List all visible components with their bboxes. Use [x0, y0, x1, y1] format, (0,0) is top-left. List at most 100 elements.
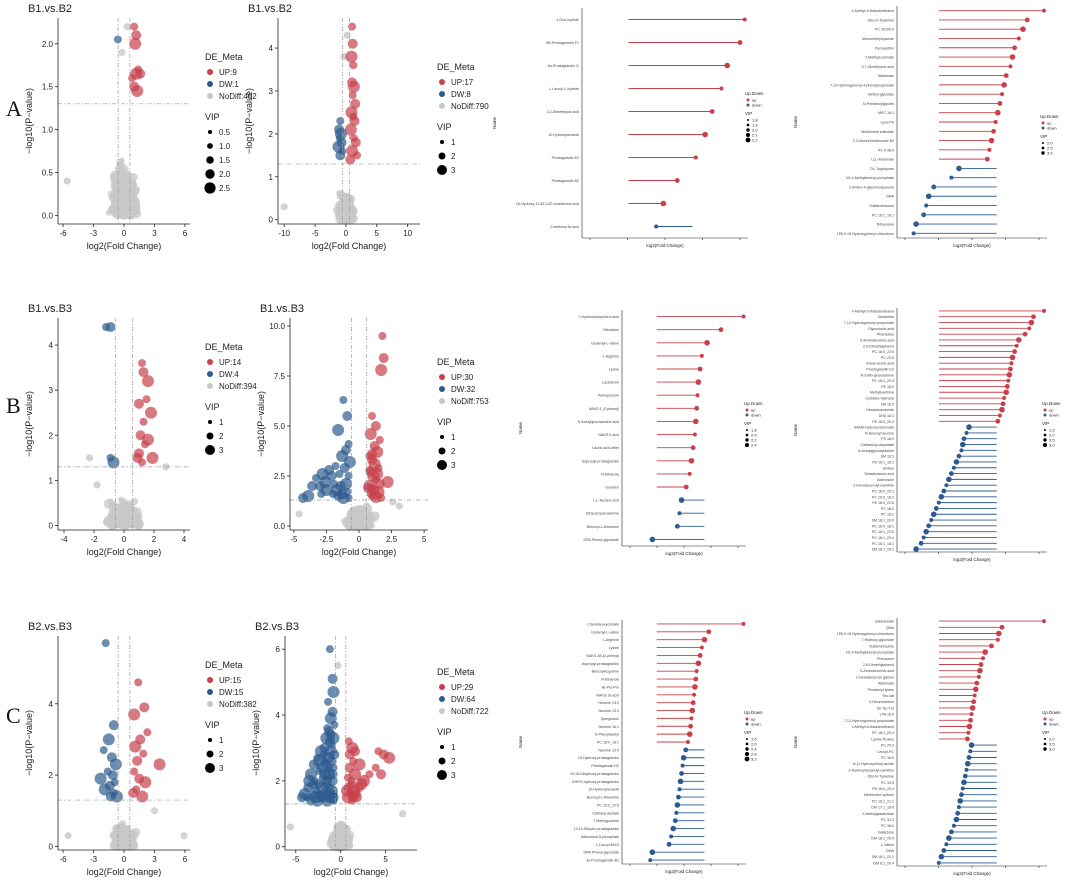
lollipop-item-name: Spergularin: [601, 717, 619, 721]
point-nodiff: [343, 31, 351, 39]
lollipop-x-label: log2(Fold Change): [953, 871, 991, 876]
lollipop-item-name: Pentanoyl-lysine: [868, 688, 894, 692]
lollipop-item-name: 2,3-Dinorthromboxane B2: [853, 139, 894, 143]
lollipop-dot: [672, 818, 678, 824]
y-tick-label: 3: [269, 87, 274, 96]
legend-entry: NoDiff:753: [451, 397, 489, 406]
lollipop-vip-size: [1041, 151, 1045, 155]
lollipop-vip-size: [745, 433, 749, 437]
point-nodiff: [389, 498, 397, 506]
lollipop-item-name: Glycocholic acid: [868, 327, 894, 331]
lollipop-legend-swatch: [1043, 408, 1047, 412]
lollipop-item-name: Carbaryl-acetate: [592, 811, 619, 815]
lollipop-vip-value: 2.4: [751, 747, 757, 752]
point-down: [98, 783, 111, 796]
lollipop-item-name: DL-Tryptophan: [870, 167, 894, 171]
lollipop-item-name: 7-Methyguanine: [593, 819, 619, 823]
volcano-plot-A2: B1.vs.B2 -10 -5 0 5 10 0 1 2 3 4 log2(Fold Change) −…: [244, 3, 489, 251]
lollipop-item-name: Galactonate: [875, 620, 894, 624]
point-up: [344, 123, 357, 136]
lollipop-item-name: PC 18:1_22:6: [872, 530, 894, 534]
volcano-plot-A1: B1.vs.B2 -6 -3 0 3 6 0.0 0.5 1.0 1.5 2.0 log2(Fold …: [24, 3, 257, 251]
lollipop-item-name: LPA 16:0: [880, 713, 894, 717]
lollipop-item-name: Galactose: [878, 830, 894, 834]
lollipop-legend-title: Up.Down: [1042, 710, 1061, 715]
lollipop-dot: [695, 660, 702, 667]
lollipop-dot: [993, 120, 998, 124]
lollipop-item-name: PC 16:1_18:1: [872, 542, 894, 546]
vip-legend-value: 2.5: [219, 184, 231, 193]
point-up: [348, 22, 357, 31]
lollipop-vip-size: [1041, 146, 1045, 150]
lollipop-dot: [719, 86, 724, 91]
lollipop-dot: [692, 684, 698, 690]
point-nodiff: [126, 200, 133, 207]
lollipop-dot: [680, 754, 687, 761]
lollipop-dot: [669, 834, 674, 839]
lollipop-item-name: PC 20:3: [881, 744, 894, 748]
lollipop-dot: [1008, 64, 1013, 69]
point-up: [146, 451, 159, 464]
lollipop-item-name: N-Pentanoylglycine: [863, 102, 894, 106]
lollipop-dot: [976, 674, 981, 679]
lollipop-item-name: Glutamyl-L-valine: [591, 341, 619, 345]
row-label-a: A: [6, 96, 22, 121]
vip-legend-title: VIP: [437, 727, 452, 737]
lollipop-dot: [959, 448, 964, 453]
point-up: [131, 30, 142, 41]
x-tick-label: 0: [122, 229, 127, 238]
lollipop-item-name: PC 16:0_22:6: [597, 803, 619, 807]
lollipop-item-name: L-Leucyl-L-hydride: [549, 87, 579, 91]
lollipop-item-name: Adenosine-5-phosphate: [581, 835, 619, 839]
point-down: [335, 470, 344, 478]
lollipop-item-name: SM 18:1_20:0: [872, 519, 894, 523]
lollipop-item-name: Tris-Val: [882, 694, 894, 698]
vip-legend-value: 2.0: [219, 170, 231, 179]
lollipop-item-name: 7,12-Hydroxyphenyl-propionate: [844, 321, 894, 325]
y-tick-label: 2: [49, 771, 54, 780]
lollipop-vip-value: 2.1: [752, 133, 758, 138]
x-tick-label: 5: [383, 855, 388, 864]
lollipop-dot: [1001, 82, 1007, 88]
lollipop-vip-value: 1.6: [751, 737, 757, 742]
legend-swatch: [439, 696, 445, 702]
lollipop-dot: [960, 786, 965, 791]
vip-legend-size: [208, 130, 212, 134]
lollipop-dot: [924, 203, 929, 208]
lollipop-item-name: Neurine 13:4: [598, 748, 619, 752]
y-axis-label: −log10(P−value): [24, 710, 34, 776]
lollipop-item-name: PC 16:0_18:1: [872, 524, 894, 528]
lollipop-item-name: 5-Aminolevulinic acid: [860, 338, 894, 342]
point-nodiff: [120, 190, 128, 199]
y-tick-label: 1.5: [42, 83, 54, 92]
lollipop-dot: [677, 511, 682, 516]
lollipop-dot: [688, 723, 693, 729]
lollipop-item-name: 5-Aminolevulinic acid: [860, 669, 894, 673]
lollipop-vip-size: [744, 442, 750, 448]
x-tick-label: 0: [122, 855, 127, 864]
point-nodiff: [280, 203, 288, 211]
lollipop-item-name: NAKS-5 acid: [598, 433, 619, 437]
lollipop-item-name: 4-Methyl-5-thiazoleethanol: [852, 9, 895, 13]
lollipop-vip-size: [1043, 742, 1047, 746]
lollipop-item-name: PE 16:0_20:4: [872, 420, 894, 424]
lollipop-item-name: 4-Methyl-5-thiazoleethanol: [852, 725, 895, 729]
lollipop-dot: [1000, 401, 1006, 407]
lollipop-dot: [1042, 308, 1046, 313]
lollipop-item-name: 16-Hydroxy-13,4E,14Z-octadienoic acid: [516, 202, 579, 206]
point-nodiff: [123, 198, 129, 204]
point-up: [348, 91, 357, 100]
lollipop-item-name: Lyso-PS: [881, 121, 895, 125]
lollipop-item-name: Benzoylecgonine: [592, 670, 619, 674]
lollipop-item-name: Prostaglandin E2: [552, 156, 579, 160]
point-nodiff: [118, 165, 123, 171]
legend-swatch: [439, 708, 445, 714]
point-nodiff: [337, 208, 347, 218]
point-down: [327, 673, 338, 684]
lollipop-dot: [737, 40, 743, 45]
vip-legend-size: [206, 432, 214, 440]
lollipop-item-name: Benzoyl-L-threonine: [587, 525, 619, 529]
point-nodiff: [129, 830, 139, 840]
lollipop-vip-value: 2.5: [1049, 742, 1055, 747]
lollipop-item-name: 6α-Prostaglandin I1: [548, 64, 579, 68]
